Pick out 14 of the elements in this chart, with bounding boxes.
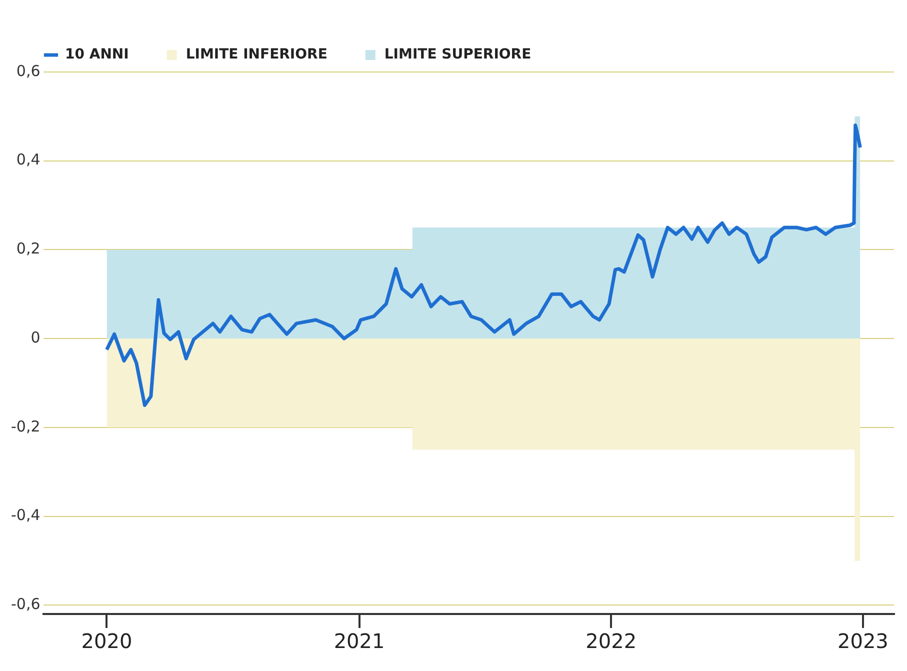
y-tick-label: -0,4 bbox=[10, 506, 40, 524]
y-tick-label: -0,2 bbox=[10, 417, 40, 436]
x-tick-label: 2020 bbox=[81, 629, 132, 654]
legend-label: LIMITE SUPERIORE bbox=[384, 46, 532, 63]
legend-label: 10 ANNI bbox=[65, 46, 129, 63]
y-tick-label: 0,4 bbox=[16, 150, 40, 169]
x-tick-label: 2021 bbox=[334, 629, 385, 654]
x-tick-label: 2022 bbox=[586, 629, 637, 654]
x-tick-label: 2023 bbox=[838, 629, 888, 654]
y-tick-label: 0,6 bbox=[16, 62, 40, 80]
y-tick-label: 0,2 bbox=[16, 240, 40, 258]
legend-label: LIMITE INFERIORE bbox=[186, 46, 328, 63]
y-tick-label: -0,6 bbox=[10, 595, 40, 614]
y-tick-label: 0 bbox=[30, 328, 40, 346]
